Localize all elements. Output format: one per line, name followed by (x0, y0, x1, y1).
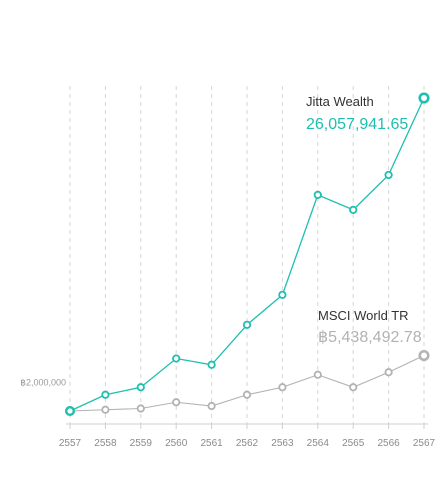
data-point (207, 401, 216, 411)
grid-lines (69, 86, 425, 424)
x-tick-label: 2565 (342, 438, 365, 449)
series-name-label: MSCI World TR (318, 308, 409, 323)
data-point (278, 383, 287, 392)
data-point (384, 170, 393, 180)
x-tick-label: 2564 (307, 438, 330, 449)
x-tick-label: 2557 (59, 438, 82, 449)
data-point (136, 383, 145, 392)
x-tick-label: 2558 (94, 438, 117, 449)
data-point (64, 406, 75, 417)
data-point (136, 404, 145, 413)
series-name-label: Jitta Wealth (306, 94, 374, 109)
data-point (101, 390, 110, 399)
y-axis-labels: ฿2,000,000 (20, 378, 66, 388)
x-tick-label: 2561 (200, 438, 223, 449)
data-point (101, 405, 110, 414)
data-point (207, 360, 216, 369)
data-point (172, 398, 181, 407)
x-tick-label: 2560 (165, 438, 188, 449)
data-point (242, 320, 252, 329)
data-point (313, 190, 322, 200)
data-point (172, 354, 181, 363)
x-tick-label: 2567 (413, 438, 436, 449)
data-point (418, 92, 430, 104)
x-axis: 2557 2558 2559 2560 2561 2562 2563 2564 2565 2566… (59, 423, 436, 449)
data-point (242, 390, 252, 399)
x-tick-label: 2562 (236, 438, 259, 449)
data-point (278, 290, 287, 299)
x-tick-label: 2559 (130, 438, 153, 449)
x-tick-label: 2566 (377, 438, 400, 449)
data-point (349, 205, 358, 214)
y-tick-label: ฿2,000,000 (20, 378, 66, 388)
data-point (313, 370, 322, 379)
series-value-label: 26,057,941.65 (306, 116, 408, 133)
x-tick-label: 2563 (271, 438, 294, 449)
data-point (349, 383, 358, 392)
data-point (418, 350, 430, 361)
data-point (384, 368, 393, 377)
series-value-label: ฿5,438,492.78 (318, 329, 422, 346)
series-layer (64, 92, 430, 417)
series-labels: Jitta Wealth 26,057,941.65 MSCI World TR ฿5… (306, 94, 422, 346)
